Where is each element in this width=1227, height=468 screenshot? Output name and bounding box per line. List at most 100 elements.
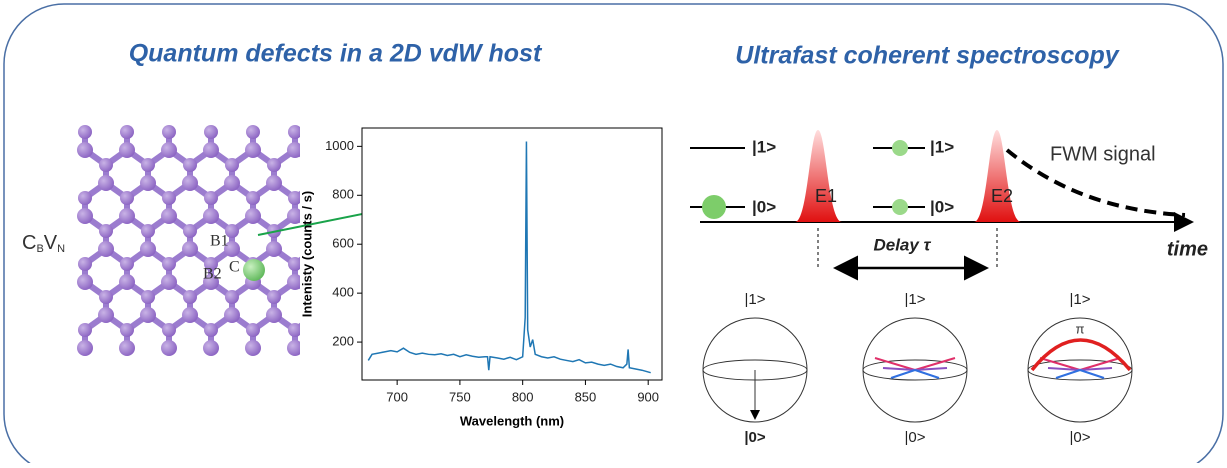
atom xyxy=(161,274,177,290)
defect-sub-b: B xyxy=(36,243,43,255)
x-tick-label: 750 xyxy=(449,389,471,404)
y-axis-label: Intenisty (counts / s) xyxy=(299,191,314,317)
y-tick-label: 1000 xyxy=(325,138,354,153)
pulse xyxy=(795,130,842,222)
x-tick-label: 900 xyxy=(637,389,659,404)
atom xyxy=(309,158,323,172)
atom xyxy=(162,257,176,271)
fwm-decay xyxy=(1005,148,1186,217)
defect-c: C xyxy=(22,232,36,254)
x-axis-label: Wavelength (nm) xyxy=(460,413,564,428)
level-label: |1> xyxy=(930,137,954,156)
atom xyxy=(182,241,198,257)
atom xyxy=(161,340,177,356)
state-vector xyxy=(1047,367,1081,371)
atom xyxy=(267,290,281,304)
right-title: Ultrafast coherent spectroscopy xyxy=(735,42,1120,70)
state-label: |1> xyxy=(1070,291,1091,308)
atom xyxy=(119,142,135,158)
atom xyxy=(78,257,92,271)
atom xyxy=(225,290,239,304)
atom xyxy=(288,323,300,337)
y-tick-label: 600 xyxy=(332,236,354,251)
level-label: |0> xyxy=(930,197,954,216)
defect-label: CBVN xyxy=(22,232,65,255)
atom xyxy=(182,175,198,191)
atom xyxy=(99,158,113,172)
atom xyxy=(99,224,113,238)
atom xyxy=(77,142,93,158)
atom xyxy=(287,340,300,356)
atom xyxy=(204,257,218,271)
atom xyxy=(308,175,324,191)
atom xyxy=(120,125,134,139)
y-tick-label: 400 xyxy=(332,285,354,300)
atom xyxy=(246,191,260,205)
state-label: |0> xyxy=(905,429,926,446)
atom xyxy=(288,191,300,205)
atom xyxy=(203,274,219,290)
population-dot xyxy=(702,195,726,219)
state-label: |1> xyxy=(905,291,926,308)
equator xyxy=(1027,359,1133,381)
atom xyxy=(161,208,177,224)
state-vector xyxy=(1039,357,1081,371)
y-tick-label: 200 xyxy=(332,334,354,349)
state-label: |0> xyxy=(744,429,766,446)
atom xyxy=(162,323,176,337)
atom xyxy=(141,290,155,304)
atom xyxy=(183,224,197,238)
signal-label: FWM signal xyxy=(1050,143,1156,165)
atom xyxy=(119,208,135,224)
atom xyxy=(183,158,197,172)
lattice xyxy=(77,125,324,356)
atom xyxy=(288,257,300,271)
atom xyxy=(246,323,260,337)
atom xyxy=(245,142,261,158)
state-vector xyxy=(882,367,916,371)
atom xyxy=(120,257,134,271)
atom xyxy=(203,340,219,356)
atom xyxy=(287,208,300,224)
atom xyxy=(204,191,218,205)
atom xyxy=(266,241,282,257)
lattice-body xyxy=(77,125,324,356)
atom xyxy=(246,125,260,139)
axis-label: time xyxy=(1167,238,1208,260)
state-vector xyxy=(914,357,956,371)
atom xyxy=(203,142,219,158)
atom xyxy=(78,191,92,205)
pulse xyxy=(974,130,1021,222)
atom xyxy=(224,307,240,323)
pulse-label: E1 xyxy=(815,186,837,206)
state-vector xyxy=(914,369,940,379)
atom xyxy=(224,175,240,191)
atom xyxy=(140,175,156,191)
delay-label: Delay τ xyxy=(873,235,931,254)
atom xyxy=(288,125,300,139)
atom xyxy=(119,340,135,356)
state-vector xyxy=(1079,357,1121,371)
y-tick-label: 800 xyxy=(332,187,354,202)
state-vector xyxy=(890,369,916,379)
atom xyxy=(287,274,300,290)
atom-label: C xyxy=(229,259,240,276)
state-label: |0> xyxy=(1070,429,1091,446)
level-label: |1> xyxy=(752,137,776,156)
atom xyxy=(287,142,300,158)
population-dot xyxy=(892,199,908,215)
atom xyxy=(204,323,218,337)
plot-area xyxy=(361,127,663,381)
state-vector xyxy=(874,357,916,371)
atom xyxy=(183,290,197,304)
atom xyxy=(203,208,219,224)
atom xyxy=(267,158,281,172)
x-tick-label: 800 xyxy=(512,389,534,404)
state-vector xyxy=(914,367,948,371)
atom xyxy=(120,323,134,337)
spectrum-chart: 700 750 800 850 900 200 400 600 800 1000 Wavelengt… xyxy=(299,127,663,428)
bloch-spheres: |1> |0> |1> |0> |1> |0> xyxy=(702,291,1133,446)
atom xyxy=(141,158,155,172)
atom xyxy=(162,125,176,139)
